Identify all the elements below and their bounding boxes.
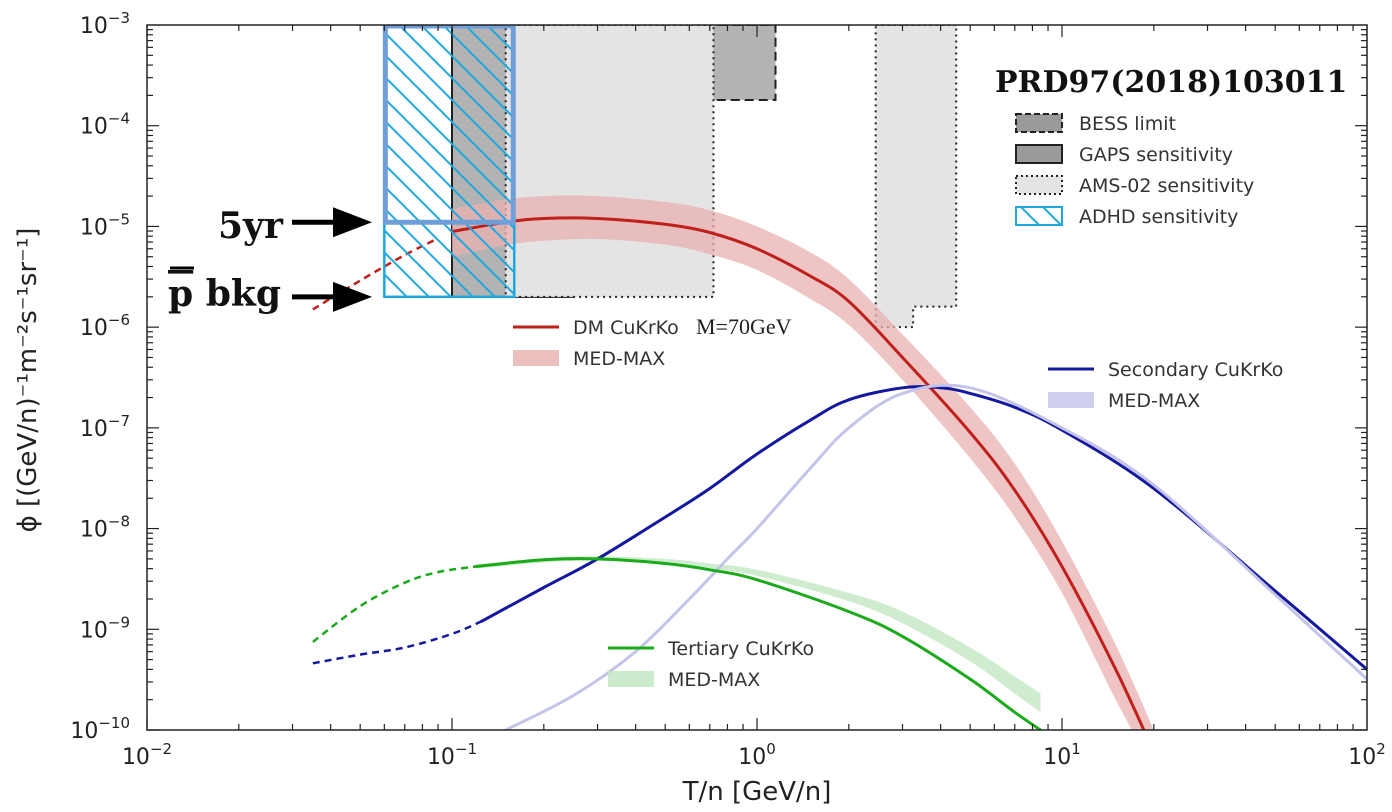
y-tick-label: 10−5 [80,210,130,240]
arrow-5yr-label: 5yr [218,205,284,247]
legend-dm-med-max-swatch [513,350,559,366]
y-tick-label: 10−4 [80,110,130,140]
arrow-bkg: p bkg [168,266,372,315]
sensitivity-regions [451,25,958,329]
mass-label: M=70GeV [696,314,792,339]
ams-02-sensitivity-region-2 [504,25,715,298]
pbar-symbol: p [168,273,193,315]
tertiary-cukrko-dashed-extension [312,565,477,643]
legend-upper: BESS limit GAPS sensitivity AMS-02 sensiti… [1015,113,1254,228]
y-tick-label: 10−3 [80,9,130,39]
axis-ticks [146,25,1367,731]
bkg-text: bkg [193,273,281,315]
dm-cukrko-line [450,216,1146,730]
reference-label: PRD97(2018)103011 [995,65,1347,100]
adhd-5yr-box [382,25,516,225]
model-bands [452,195,1154,730]
y-tick-label: 10−8 [80,513,130,543]
secondary-cukrko-line [480,385,1367,671]
legend-lower: DM CuKrKo MED-MAX Secondary CuKrKo MED-MAX T… [513,317,1283,691]
legend-swatch-ams-02-sensitivity [1015,175,1063,195]
secondary-med-max-line [504,383,1367,730]
dm-cukrko-band [452,195,1154,730]
y-tick-label: 10−7 [80,412,130,442]
adhd-sensitivity-region [383,25,516,299]
adhd-region-overlay [382,25,516,299]
legend-label-gaps-sensitivity: GAPS sensitivity [1079,144,1233,166]
secondary-cukrko-dashed-extension [312,620,483,665]
tertiary-cukrko-band [476,556,1041,713]
tick-labels: 10−2 10−1 100 101 102 10−3 10−4 10−5 10−6 10−7 10−… [70,9,1385,770]
legend-label-bess-limit: BESS limit [1079,113,1176,135]
arrow-bkg-head [333,281,372,312]
y-tick-label: 10−9 [80,613,130,643]
x-tick-label: 102 [1348,740,1386,770]
arrow-5yr: 5yr [218,205,372,247]
legend-tertiary-med-max-swatch [608,671,654,687]
x-tick-label: 101 [1043,740,1081,770]
y-tick-label: 10−6 [80,311,130,341]
arrow-5yr-head [333,207,372,238]
y-tick-label: 10−10 [70,714,130,744]
x-tick-label: 10−1 [427,740,477,770]
ams-02-sensitivity-region-3 [874,25,958,329]
legend-dm-dm-cukrko-label: DM CuKrKo [573,317,679,339]
x-axis-title: T/n [GeV/n] [682,777,832,807]
x-tick-label: 100 [738,740,776,770]
legend-swatch-gaps-sensitivity [1015,144,1063,164]
legend-secondary-med-max-swatch [1048,392,1094,408]
x-tick-label: 10−2 [122,740,172,770]
arrow-bkg-label: p bkg [168,273,281,315]
legend-tertiary-tertiary-cukrko-label: Tertiary CuKrKo [667,638,814,660]
legend-swatch-bess-limit [1015,113,1063,133]
y-axis-title: ϕ [(GeV/n)⁻¹m⁻²s⁻¹sr⁻¹] [13,228,43,533]
tertiary-cukrko-line [474,557,1042,730]
legend-dm-med-max-label: MED-MAX [573,348,665,370]
legend-swatch-adhd-sensitivity [1015,206,1063,226]
legend-label-ams-02-sensitivity: AMS-02 sensitivity [1079,175,1254,197]
legend-secondary-med-max-label: MED-MAX [1108,390,1200,412]
legend-secondary-secondary-cukrko-label: Secondary CuKrKo [1108,359,1283,381]
legend-tertiary-med-max-label: MED-MAX [668,669,760,691]
legend-label-adhd-sensitivity: ADHD sensitivity [1079,206,1238,228]
